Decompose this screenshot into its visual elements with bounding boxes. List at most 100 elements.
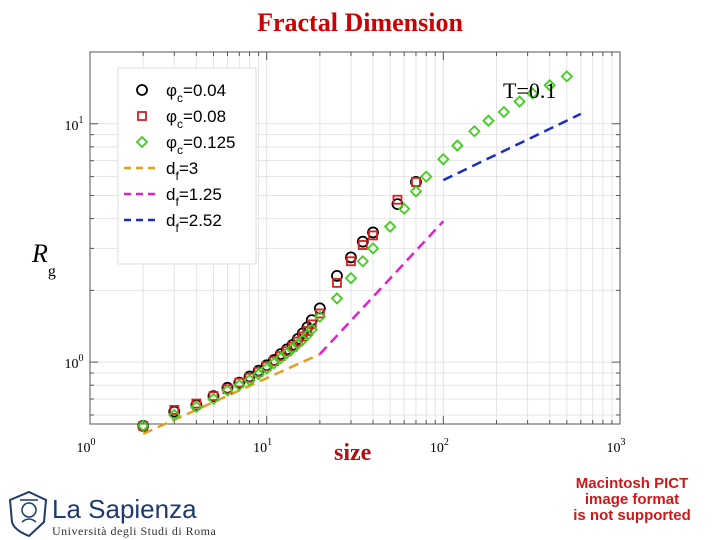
data-point-diamond (267, 356, 281, 370)
data-point-diamond (190, 400, 203, 413)
x-axis-label: size (334, 440, 372, 466)
data-point-circle (391, 198, 404, 211)
data-point-circle (313, 302, 326, 315)
data-point-square (191, 398, 202, 409)
series-layer (136, 70, 582, 436)
data-point-diamond (451, 139, 464, 152)
legend-marker-diamond (135, 135, 149, 149)
pict-line-3: is not supported (573, 507, 691, 524)
data-point-diamond (419, 170, 433, 183)
y-tick-label-exp: 1 (79, 115, 84, 126)
legend-label-sub: c (177, 117, 183, 131)
legend-label-value: =1.25 (179, 185, 222, 204)
logo-subtitle: Università degli Studi di Roma (52, 524, 217, 538)
x-tick-label-base: 10 (607, 441, 621, 456)
legend-label: df=1.25 (166, 185, 222, 209)
logo-text: La Sapienza (52, 494, 197, 524)
legend-label-value: =0.08 (183, 107, 226, 126)
data-point-circle (345, 251, 357, 264)
data-point-diamond (513, 95, 526, 108)
data-point-diamond (168, 408, 181, 422)
legend-label-symbol: d (166, 185, 175, 204)
data-point-diamond (356, 254, 370, 268)
legend-label-symbol: φ (166, 107, 177, 126)
data-point-diamond (543, 79, 556, 92)
data-point-diamond (409, 185, 423, 198)
data-point-square (332, 277, 342, 288)
x-tick-label: 100 (77, 437, 96, 456)
data-point-square (234, 377, 245, 388)
x-tick-label: 103 (607, 437, 626, 456)
legend-label: df=2.52 (166, 211, 222, 235)
data-point-diamond (252, 367, 265, 381)
data-point-diamond (313, 310, 327, 324)
legend-label-symbol: φ (166, 133, 177, 152)
data-point-diamond (260, 362, 273, 375)
data-point-square (306, 319, 317, 330)
data-point-diamond (437, 152, 450, 166)
legend-label-value: =3 (179, 159, 198, 178)
legend-label-symbol: d (166, 159, 175, 178)
legend-label-sub: f (175, 195, 179, 209)
data-point-square (392, 194, 403, 205)
x-tick-label-base: 10 (77, 441, 91, 456)
x-tick-label-exp: 2 (444, 437, 449, 448)
x-tick-label-base: 10 (430, 441, 444, 456)
legend-label-value: =2.52 (179, 211, 222, 230)
sapienza-crest-icon (8, 490, 48, 538)
y-axis-label: Rg (31, 239, 56, 280)
plot-frame (89, 51, 621, 425)
data-point-diamond (330, 292, 344, 305)
data-point-diamond (497, 105, 511, 119)
annotation-temperature: T=0.1 (503, 78, 556, 103)
data-point-square (314, 308, 325, 319)
legend-label-sub: c (177, 143, 183, 157)
y-tick-label: 101 (65, 115, 84, 134)
data-point-diamond (344, 271, 358, 285)
y-axis-label-main: R (31, 239, 48, 268)
x-tick-label-exp: 0 (91, 437, 96, 448)
y-axis-label-sub: g (48, 263, 56, 280)
y-tick-label-base: 10 (65, 119, 79, 134)
data-point-diamond (221, 384, 234, 397)
x-tick-label-exp: 3 (621, 437, 626, 448)
data-point-diamond (468, 124, 481, 138)
legend-label: φc=0.04 (166, 81, 226, 105)
data-point-diamond (233, 378, 246, 392)
page-title: Fractal Dimension (257, 8, 463, 37)
data-point-square (169, 405, 180, 415)
data-point-square (292, 336, 303, 347)
series-line-252 (442, 112, 582, 182)
data-point-square (208, 391, 219, 402)
x-tick-label-base: 10 (253, 441, 267, 456)
y-tick-label-exp: 0 (79, 353, 84, 364)
legend-label-value: =0.125 (183, 133, 235, 152)
pict-line-2: image format (584, 491, 680, 508)
data-point-diamond (243, 373, 256, 387)
data-point-diamond (526, 87, 539, 100)
legend-label-sub: c (177, 91, 183, 105)
pict-unsupported-notice: Macintosh PICT image format is not suppo… (546, 476, 718, 524)
legend-marker-circle (136, 84, 148, 96)
legend-label-value: =0.04 (183, 81, 226, 100)
data-point-circle (356, 235, 369, 248)
y-tick-label-base: 10 (65, 357, 79, 372)
legend-box (117, 67, 257, 265)
legend-label-sub: f (175, 221, 179, 235)
data-point-diamond (383, 220, 397, 233)
data-point-square (357, 240, 368, 250)
data-point-diamond (305, 323, 319, 336)
legend-label: φc=0.125 (166, 133, 236, 157)
legend-label-symbol: d (166, 211, 175, 230)
data-point-diamond (207, 392, 220, 406)
legend-marker-square (137, 111, 147, 121)
data-point-diamond (560, 70, 574, 83)
pict-line-1: Macintosh PICT (575, 475, 689, 492)
data-point-square (346, 256, 356, 267)
legend-label-sub: f (175, 169, 179, 183)
y-tick-label: 100 (65, 353, 84, 372)
data-point-diamond (136, 419, 150, 433)
